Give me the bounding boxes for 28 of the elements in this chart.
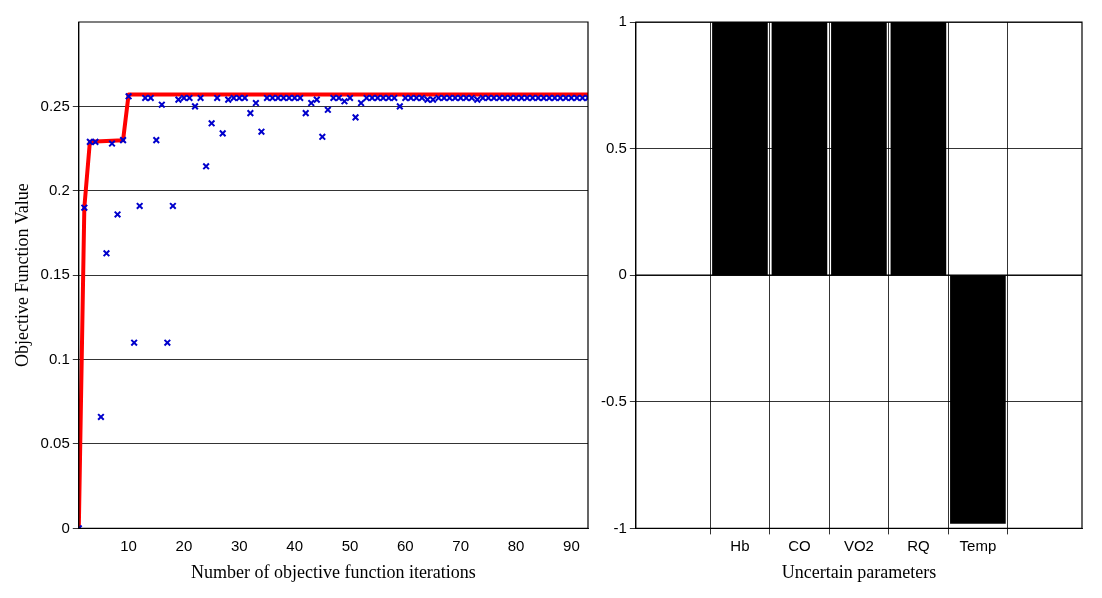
x-tick-label: 40 <box>286 536 303 554</box>
y-tick-label: 0.1 <box>48 349 70 367</box>
x-tick-label: 20 <box>175 536 193 554</box>
y-tick-label: 0.05 <box>40 434 70 452</box>
x-tick-label: 60 <box>397 536 414 554</box>
x-tick-label: 50 <box>341 536 359 554</box>
y-tick-label: -1 <box>613 518 627 536</box>
x-tick-label: RQ <box>907 536 930 554</box>
x-axis-title: Number of objective function iterations <box>190 561 476 582</box>
x-tick-label: 90 <box>563 536 580 554</box>
y-tick-label: 0.2 <box>48 180 70 198</box>
y-tick-label: 0.15 <box>40 265 70 283</box>
x-tick-label: 30 <box>230 536 248 554</box>
x-tick-label: Temp <box>959 536 997 554</box>
y-tick-label: 0.25 <box>40 96 70 114</box>
y-tick-label: 1 <box>618 12 627 30</box>
y-tick-label: -0.5 <box>600 391 627 409</box>
x-tick-label: 10 <box>120 536 137 554</box>
x-tick-label: VO2 <box>843 536 874 554</box>
y-axis-title: Objective Function Value <box>11 183 32 368</box>
x-tick-label: 70 <box>452 536 470 554</box>
x-axis-title: Uncertain parameters <box>781 561 937 582</box>
y-tick-label: 0.5 <box>605 138 627 156</box>
x-tick-label: Hb <box>730 536 750 554</box>
y-tick-label: 0 <box>618 265 627 283</box>
x-tick-label: 80 <box>507 536 525 554</box>
y-tick-label: 0 <box>61 518 70 536</box>
x-tick-label: CO <box>788 536 811 554</box>
